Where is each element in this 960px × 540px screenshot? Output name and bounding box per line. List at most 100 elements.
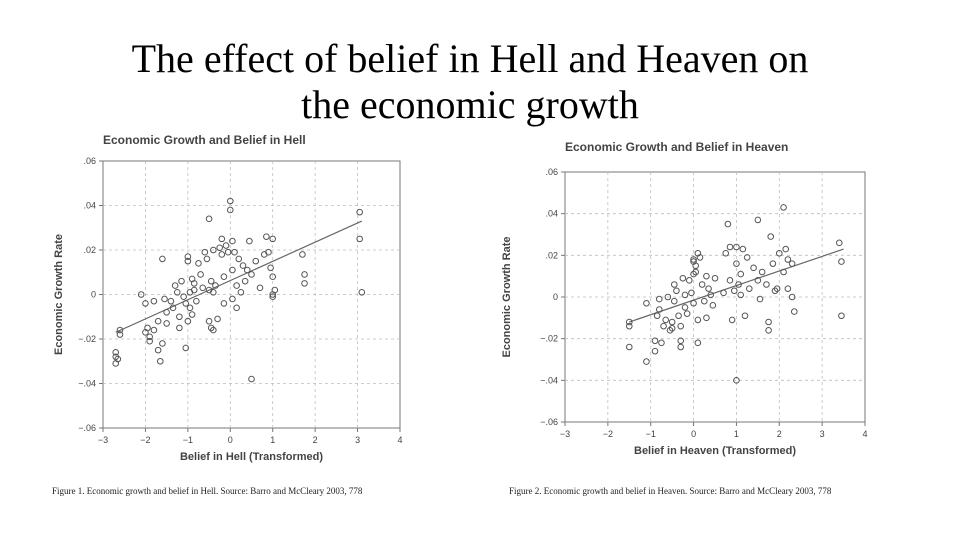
chart-heaven-y-axis-label: Economic Growth Rate [501, 236, 513, 357]
chart-hell-data-point [256, 284, 264, 292]
chart-hell-data-point [182, 300, 190, 307]
chart-hell-data-point [239, 262, 247, 269]
chart-hell-data-point [163, 320, 170, 327]
chart-heaven-data-point [788, 293, 796, 301]
chart-heaven-data-point [694, 339, 702, 347]
chart-heaven-x-tick-label: −1 [646, 429, 656, 439]
chart-heaven-x-axis-label: Belief in Heaven (Transformed) [634, 445, 796, 457]
chart-heaven-x-tick-label: 0 [691, 429, 696, 439]
chart-heaven-data-point [775, 249, 783, 257]
chart-heaven-data-point [754, 277, 762, 284]
chart-hell-data-point [116, 331, 124, 338]
chart-hell-y-tick-label: .04 [83, 201, 96, 211]
chart-hell-data-point [171, 282, 179, 289]
chart-hell-data-point [182, 344, 190, 352]
chart-heaven-data-point [625, 343, 633, 351]
chart-heaven-data-point [724, 220, 732, 228]
chart-heaven-data-point [651, 337, 659, 345]
chart-heaven-data-point [655, 306, 663, 313]
chart-hell-data-point [358, 288, 366, 296]
chart-heaven-y-tick-label: −.04 [540, 375, 558, 385]
chart-hell-data-point [222, 242, 230, 249]
chart-hell-data-point [154, 317, 162, 325]
chart-heaven-data-point [737, 291, 745, 299]
chart-heaven-data-point [707, 291, 715, 299]
chart-heaven-data-point [773, 285, 781, 292]
chart-hell-data-point [269, 293, 277, 301]
chart-hell-data-point [248, 375, 255, 383]
chart-belief-in-heaven: Economic Growth and Belief in Heaven −3 −2… [492, 134, 872, 472]
chart-heaven-data-point [705, 285, 712, 292]
chart-heaven-data-point [733, 243, 740, 251]
chart-heaven-data-point [690, 299, 697, 307]
chart-heaven-data-point [739, 245, 747, 253]
chart-heaven-data-point [683, 310, 691, 317]
chart-heaven-data-point [703, 314, 710, 322]
chart-heaven-data-point [750, 264, 757, 272]
chart-heaven-data-point [720, 289, 727, 297]
chart-hell-data-point [146, 333, 153, 341]
chart-hell-data-point [112, 353, 120, 361]
chart-hell-data-point [218, 251, 226, 258]
chart-heaven-y-tick-label: −.02 [540, 334, 558, 344]
chart-heaven-data-point [625, 318, 633, 326]
chart-heaven-y-tick-label: .02 [545, 250, 558, 260]
chart-heaven-data-point [788, 260, 796, 267]
chart-heaven-data-point [696, 254, 704, 261]
chart-heaven-data-point [655, 295, 663, 303]
chart-heaven-y-tick-label: 0 [553, 292, 558, 302]
chart-heaven-data-point [675, 312, 682, 320]
chart-hell-x-tick-label: 3 [355, 435, 360, 445]
chart-heaven-data-point [784, 256, 792, 263]
chart-hell-data-point [246, 237, 253, 245]
chart-hell-x-tick-label: 1 [270, 435, 275, 445]
chart-hell-y-axis-label: Economic Growth Rate [53, 234, 65, 355]
chart-heaven-data-point [758, 268, 766, 276]
chart-heaven-data-point [670, 297, 678, 305]
chart-heaven-data-point [726, 277, 734, 284]
chart-heaven-data-point [780, 204, 787, 211]
chart-hell-x-tick-label: 4 [397, 435, 402, 445]
chart-hell-x-tick-label: −2 [140, 435, 150, 445]
chart-hell-data-point [224, 248, 232, 256]
chart-hell-y-tick-label: −.02 [78, 334, 96, 344]
chart-hell-title: Economic Growth and Belief in Hell [103, 133, 306, 147]
chart-heaven-data-point [737, 270, 745, 278]
chart-heaven-data-point [677, 337, 685, 345]
chart-heaven-data-point [838, 312, 845, 320]
chart-heaven-data-point [692, 268, 700, 276]
slide-title-line-1: The effect of belief in Hell and Heaven … [131, 36, 809, 81]
chart-hell-y-tick-label: −.06 [78, 423, 96, 433]
chart-hell-data-point [114, 355, 122, 363]
chart-hell-data-point [212, 282, 219, 289]
chart-heaven-data-point [690, 270, 697, 278]
chart-hell-data-point [248, 271, 255, 278]
chart-heaven-data-point [694, 316, 702, 324]
chart-hell-data-point [220, 273, 228, 280]
chart-hell-data-point [137, 291, 145, 298]
chart-hell-data-point [229, 266, 236, 274]
chart-hell-y-tick-label: 0 [91, 290, 96, 300]
chart-heaven-y-tick-label: −.06 [540, 417, 558, 427]
chart-hell-data-point [112, 349, 120, 356]
chart-hell-data-point [205, 317, 213, 325]
chart-hell-data-point [184, 253, 192, 260]
chart-heaven-title: Economic Growth and Belief in Heaven [565, 140, 788, 154]
chart-heaven-data-point [743, 254, 751, 261]
slide-title-line-2: the economic growth [301, 82, 639, 127]
chart-heaven-data-point [679, 274, 687, 282]
chart-heaven-data-point [677, 343, 685, 351]
chart-heaven-data-point [668, 324, 676, 332]
chart-hell-data-point [167, 297, 175, 305]
chart-heaven-data-point [700, 297, 708, 305]
chart-hell-data-point [233, 282, 240, 289]
chart-hell-data-point [169, 304, 177, 312]
chart-heaven-data-point [681, 304, 689, 311]
chart-hell-svg: Economic Growth and Belief in Hell −3 −2 −1… [53, 133, 403, 463]
chart-heaven-data-point [730, 287, 738, 295]
chart-hell-data-point [243, 266, 251, 274]
chart-heaven-data-point [835, 239, 843, 247]
chart-hell-data-point [193, 297, 200, 305]
chart-heaven-data-point [673, 287, 680, 295]
chart-heaven-data-point [790, 308, 798, 315]
